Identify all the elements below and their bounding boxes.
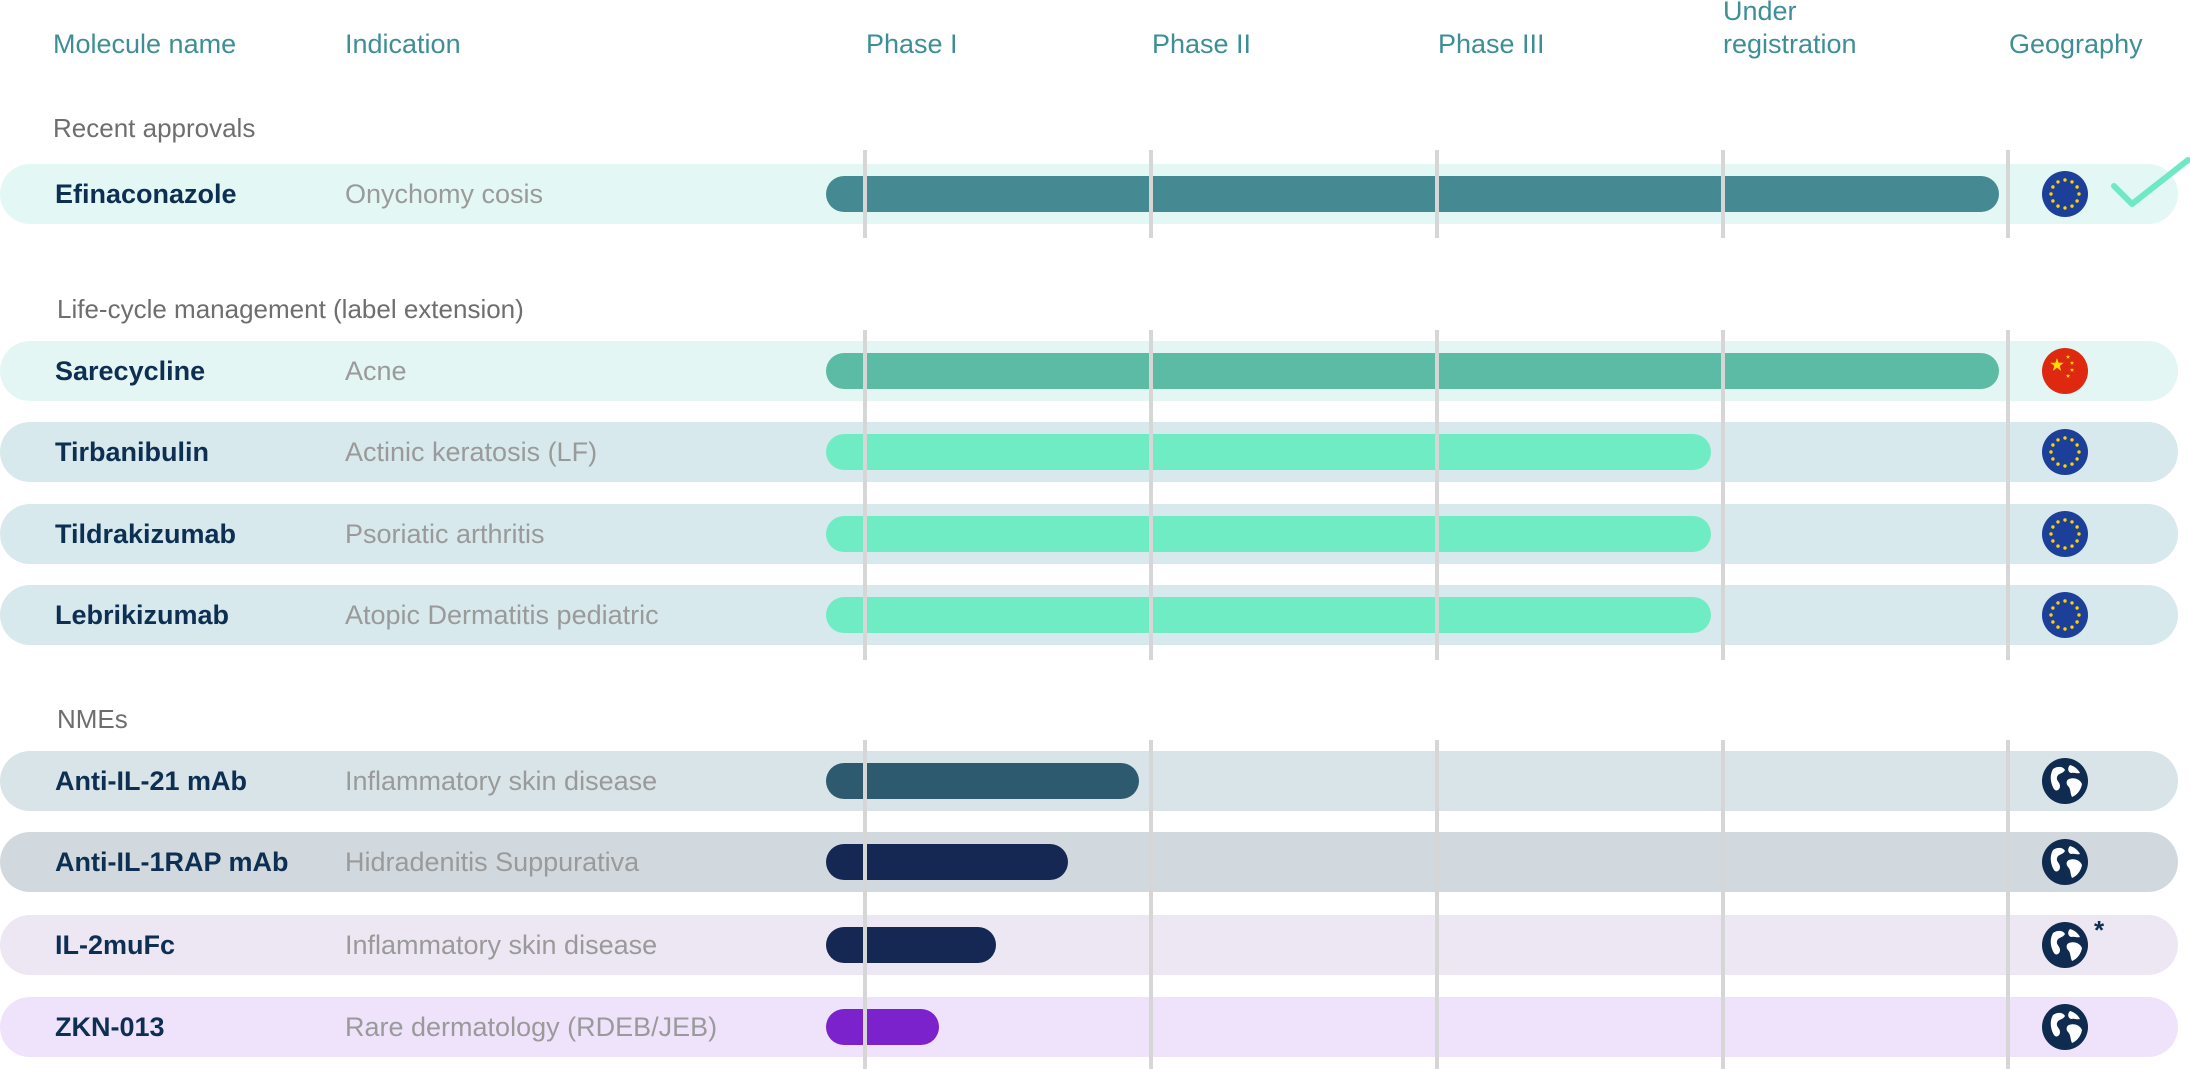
column-header-phase-4: Under registration (1723, 0, 1857, 59)
phase-gridline (1721, 740, 1725, 1069)
progress-bar (826, 1009, 939, 1045)
eu-flag-icon (2041, 591, 2089, 639)
progress-bar (826, 434, 1711, 470)
eu-flag-icon (2041, 510, 2089, 558)
indication-label: Hidradenitis Suppurativa (345, 847, 640, 877)
progress-bar (826, 176, 1999, 212)
molecule-name: IL-2muFc (55, 930, 176, 960)
progress-bar (826, 927, 996, 963)
indication-label: Actinic keratosis (LF) (345, 437, 598, 467)
indication-label: Inflammatory skin disease (345, 766, 658, 796)
eu-flag-icon (2041, 428, 2089, 476)
column-header-geography: Geography (2009, 29, 2143, 59)
molecule-name: Anti-IL-1RAP mAb (55, 847, 289, 877)
phase-gridline (863, 330, 867, 660)
table-row: Efinaconazole Onychomy cosis (0, 164, 2178, 224)
phase-gridline (1721, 150, 1725, 238)
indication-label: Atopic Dermatitis pediatric (345, 600, 659, 630)
molecule-name: Lebrikizumab (55, 600, 230, 630)
phase-gridline (2006, 330, 2010, 660)
globe-icon (2041, 1003, 2089, 1051)
molecule-name: Sarecycline (55, 356, 206, 386)
phase-gridline (1435, 150, 1439, 238)
molecule-name: Efinaconazole (55, 179, 237, 209)
progress-bar (826, 597, 1711, 633)
phase-gridline (1435, 330, 1439, 660)
section-title-3: NMEs (57, 704, 128, 734)
table-row: Sarecycline Acne (0, 341, 2178, 401)
column-header-phase-3: Phase III (1438, 29, 1545, 59)
globe-icon (2041, 838, 2089, 886)
phase-gridline (2006, 150, 2010, 238)
table-row: Anti-IL-21 mAb Inflammatory skin disease (0, 751, 2178, 811)
phase-gridline (1149, 150, 1153, 238)
table-row: Tildrakizumab Psoriatic arthritis (0, 504, 2178, 564)
globe-icon (2041, 757, 2089, 805)
section-title-2: Life-cycle management (label extension) (57, 294, 524, 324)
indication-label: Acne (345, 356, 407, 386)
phase-gridline (1149, 740, 1153, 1069)
phase-gridline (1435, 740, 1439, 1069)
geography-note: * (2094, 915, 2105, 945)
table-row: Tirbanibulin Actinic keratosis (LF) (0, 422, 2178, 482)
china-flag-icon (2041, 347, 2089, 395)
molecule-name: Anti-IL-21 mAb (55, 766, 247, 796)
globe-icon (2041, 921, 2089, 969)
molecule-name: ZKN-013 (55, 1012, 165, 1042)
phase-gridline (2006, 740, 2010, 1069)
table-row: Lebrikizumab Atopic Dermatitis pediatric (0, 585, 2178, 645)
eu-flag-icon (2041, 170, 2089, 218)
approved-check-icon (2110, 156, 2190, 216)
indication-label: Inflammatory skin disease (345, 930, 658, 960)
phase-gridline (1149, 330, 1153, 660)
column-header-phase-2: Phase II (1152, 29, 1252, 59)
column-header-molecule: Molecule name (53, 29, 237, 59)
phase-gridline (863, 150, 867, 238)
progress-bar (826, 763, 1139, 799)
molecule-name: Tildrakizumab (55, 519, 237, 549)
column-header-phase-1: Phase I (866, 29, 958, 59)
indication-label: Rare dermatology (RDEB/JEB) (345, 1012, 718, 1042)
table-row: IL-2muFc Inflammatory skin disease * (0, 915, 2178, 975)
column-header-indication: Indication (345, 29, 461, 59)
indication-label: Psoriatic arthritis (345, 519, 545, 549)
indication-label: Onychomy cosis (345, 179, 544, 209)
table-row: Anti-IL-1RAP mAb Hidradenitis Suppurativa (0, 832, 2178, 892)
section-title-1: Recent approvals (53, 113, 256, 143)
table-row: ZKN-013 Rare dermatology (RDEB/JEB) (0, 997, 2178, 1057)
progress-bar (826, 353, 1999, 389)
phase-gridline (1721, 330, 1725, 660)
progress-bar (826, 516, 1711, 552)
phase-gridline (863, 740, 867, 1069)
molecule-name: Tirbanibulin (55, 437, 209, 467)
